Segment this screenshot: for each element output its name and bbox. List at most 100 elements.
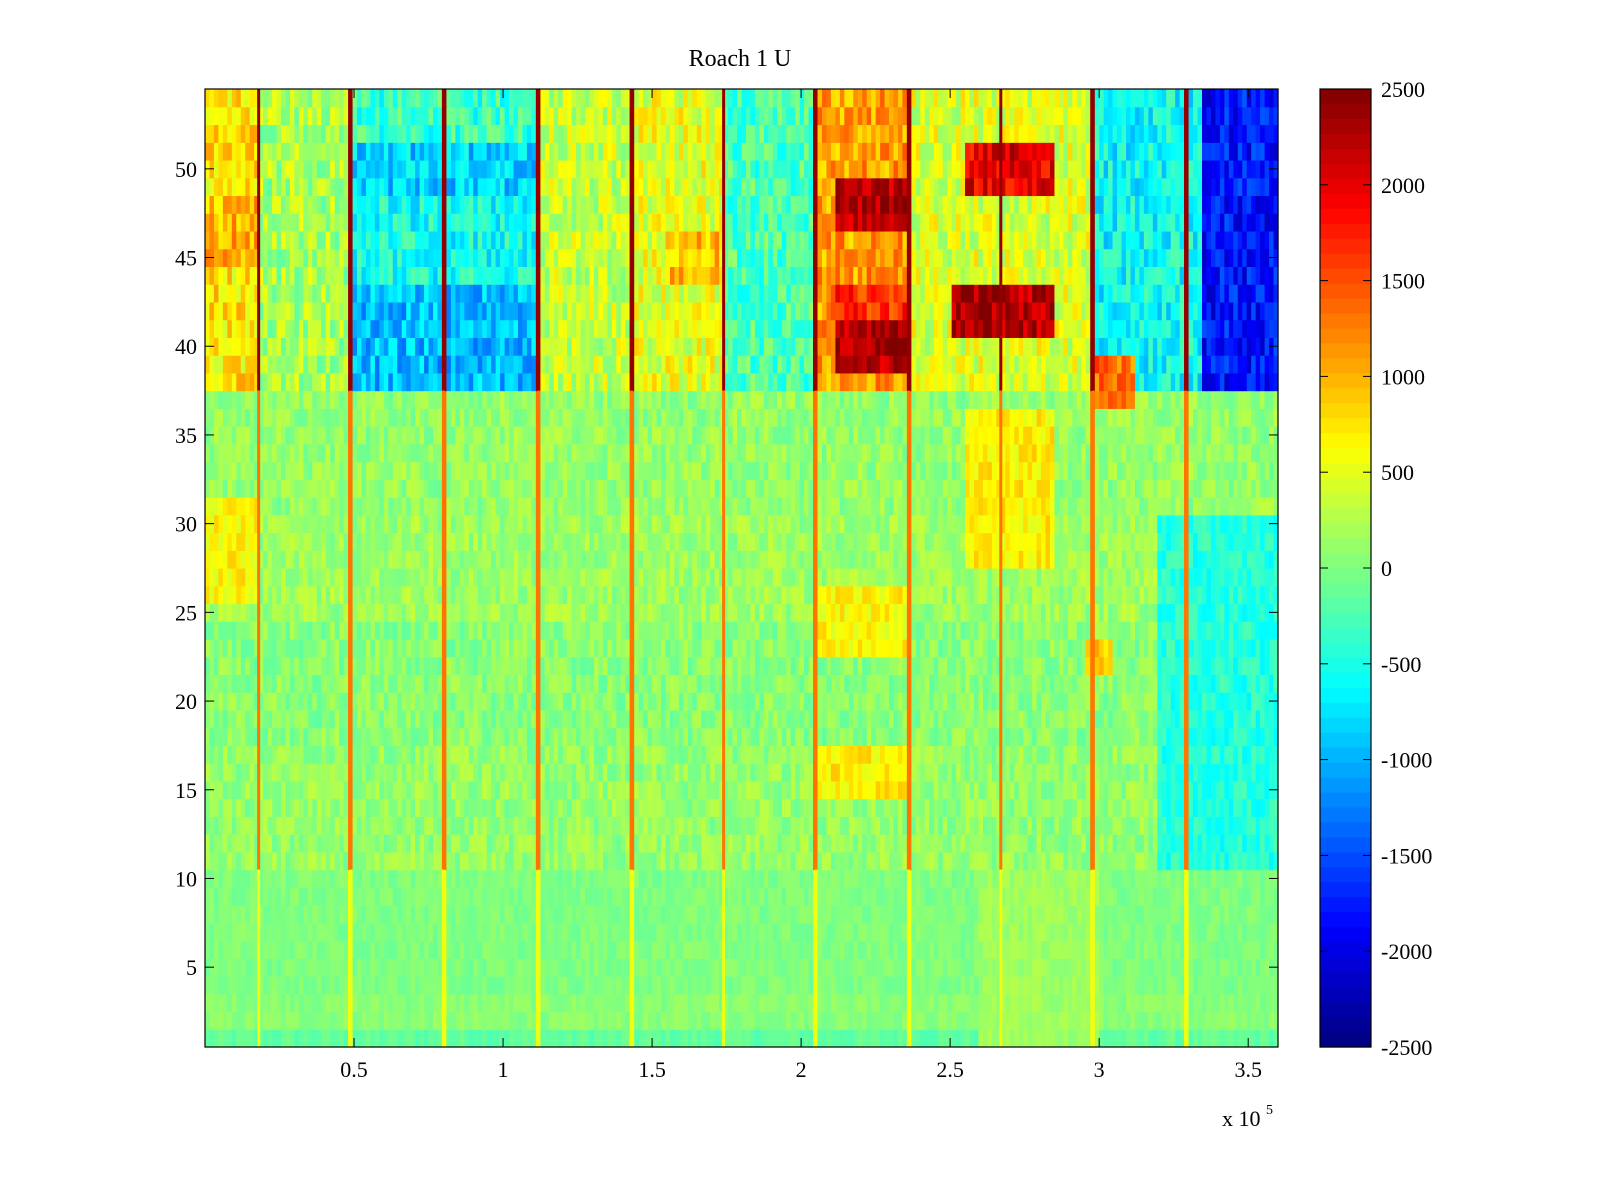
heatmap-cell xyxy=(844,834,850,853)
heatmap-cell xyxy=(285,922,291,942)
heatmap-cell xyxy=(973,958,980,977)
heatmap-cell xyxy=(643,887,649,906)
heatmap-cell xyxy=(902,851,908,871)
heatmap-cell xyxy=(951,887,957,906)
heatmap-cell xyxy=(759,798,765,817)
heatmap-cell xyxy=(540,727,546,747)
heatmap-cell xyxy=(665,1029,671,1048)
heatmap-cell xyxy=(1005,798,1011,817)
heatmap-cell xyxy=(902,745,908,764)
heatmap-cell xyxy=(1103,905,1109,924)
heatmap-cell xyxy=(222,922,228,942)
heatmap-cell xyxy=(249,958,255,977)
heatmap-cell xyxy=(1027,993,1033,1013)
heatmap-cell xyxy=(437,692,443,711)
heatmap-cell xyxy=(424,905,430,924)
heatmap-cell xyxy=(817,816,823,835)
heatmap-cell xyxy=(491,1011,497,1030)
heatmap-cell xyxy=(1269,851,1275,871)
heatmap-cell xyxy=(544,692,550,711)
heatmap-cell xyxy=(1054,976,1060,995)
heatmap-cell xyxy=(276,958,282,977)
heatmap-cell xyxy=(473,958,479,977)
heatmap-cell xyxy=(611,834,617,853)
heatmap-cell xyxy=(875,940,881,959)
heatmap-cell xyxy=(272,674,278,693)
heatmap-cell xyxy=(231,905,237,924)
heatmap-cell xyxy=(330,780,336,800)
heatmap-cell xyxy=(826,976,832,995)
heatmap-cell xyxy=(325,674,331,693)
heatmap-cell xyxy=(991,922,997,942)
heatmap-cell xyxy=(678,1029,684,1048)
heatmap-cell xyxy=(920,869,926,888)
heatmap-cell xyxy=(942,976,948,995)
heatmap-cell xyxy=(267,798,273,817)
heatmap-cell xyxy=(321,905,327,924)
heatmap-cell xyxy=(383,709,389,729)
heatmap-cell xyxy=(459,798,465,817)
heatmap-cell xyxy=(728,1029,734,1048)
heatmap-cell xyxy=(795,834,801,853)
heatmap-cell xyxy=(593,976,600,995)
heatmap-cell xyxy=(821,887,828,906)
heatmap-cell xyxy=(1219,1029,1225,1048)
heatmap-cell xyxy=(728,976,734,995)
heatmap-cell xyxy=(1049,940,1056,959)
heatmap-cell xyxy=(817,834,823,853)
heatmap-cell xyxy=(1049,834,1056,853)
heatmap-cell xyxy=(1228,798,1234,817)
heatmap-cell xyxy=(763,798,769,817)
heatmap-cell xyxy=(1170,816,1176,835)
heatmap-cell xyxy=(276,674,282,693)
heatmap-cell xyxy=(1049,1011,1056,1030)
heatmap-cell xyxy=(1152,993,1158,1013)
heatmap-cell xyxy=(643,958,649,977)
heatmap-cell xyxy=(357,709,363,729)
heatmap-cell xyxy=(410,745,416,764)
heatmap-cell xyxy=(1108,745,1114,764)
heatmap-cell xyxy=(705,1011,711,1030)
heatmap-cell xyxy=(947,851,953,871)
heatmap-cell xyxy=(477,745,483,764)
heatmap-cell xyxy=(509,905,515,924)
heatmap-cell xyxy=(763,887,769,906)
heatmap-cell xyxy=(830,869,836,888)
heatmap-cell xyxy=(540,976,546,995)
heatmap-cell xyxy=(1264,958,1270,977)
heatmap-cell xyxy=(294,922,300,942)
heatmap-cell xyxy=(227,834,233,853)
heatmap-cell xyxy=(263,709,269,729)
heatmap-cell xyxy=(1188,851,1194,871)
heatmap-cell xyxy=(531,834,537,853)
heatmap-cell xyxy=(240,887,246,906)
heatmap-cell xyxy=(495,1029,501,1048)
heatmap-cell xyxy=(987,1011,993,1030)
heatmap-cell xyxy=(991,709,997,729)
heatmap-cell xyxy=(602,905,608,924)
heatmap-cell xyxy=(1219,993,1225,1013)
heatmap-cell xyxy=(1175,958,1181,977)
heatmap-cell xyxy=(1152,816,1158,835)
heatmap-cell xyxy=(638,887,644,906)
heatmap-cell xyxy=(938,780,944,800)
heatmap-cell xyxy=(281,816,287,835)
heatmap-cell xyxy=(1063,816,1069,835)
heatmap-cell xyxy=(495,958,501,977)
heatmap-cell xyxy=(696,887,702,906)
heatmap-cell xyxy=(987,887,993,906)
heatmap-cell xyxy=(316,993,322,1013)
heatmap-cell xyxy=(938,727,944,747)
heatmap-cell xyxy=(902,976,908,995)
heatmap-cell xyxy=(1193,727,1199,747)
heatmap-cell xyxy=(902,1029,908,1048)
heatmap-cell xyxy=(1103,709,1109,729)
heatmap-cell xyxy=(750,869,756,888)
heatmap-cell xyxy=(227,692,233,711)
heatmap-cell xyxy=(558,940,564,959)
heatmap-cell xyxy=(696,869,702,888)
heatmap-cell xyxy=(857,1011,863,1030)
heatmap-cell xyxy=(938,692,944,711)
heatmap-cell xyxy=(1233,763,1239,782)
heatmap-cell xyxy=(1251,1029,1257,1048)
